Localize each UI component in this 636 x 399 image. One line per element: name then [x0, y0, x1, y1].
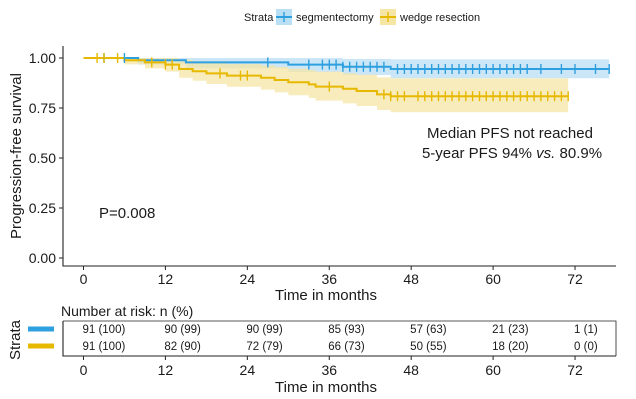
x-tick-label: 12 — [158, 271, 174, 287]
risk-cell: 21 (23) — [492, 324, 529, 336]
risk-cell: 18 (20) — [492, 341, 529, 353]
risk-cell: 66 (73) — [328, 341, 365, 353]
wedge-resection-risk-swatch — [28, 343, 54, 349]
x-axis-title: Time in months — [275, 287, 377, 304]
x-tick-label: 0 — [80, 271, 88, 287]
risk-cell: 90 (99) — [164, 324, 201, 336]
risk-x-tick-label: 0 — [80, 362, 88, 378]
x-tick-label: 24 — [240, 271, 256, 287]
y-tick-label: 1.00 — [29, 50, 56, 66]
risk-cell: 72 (79) — [246, 341, 283, 353]
risk-x-axis-title: Time in months — [275, 379, 377, 396]
risk-table: Number at risk: n (%) Strata 91 (100) 90 … — [7, 303, 617, 396]
y-axis-title: Progression-free survival — [8, 73, 25, 239]
p-value-annotation: P=0.008 — [99, 205, 155, 222]
legend-title: Strata — [244, 12, 274, 24]
segmentectomy-risk-swatch — [28, 326, 54, 332]
main-plot: 0 12 24 36 48 60 72 0.00 0.25 0.50 0.75 1.00 — [29, 46, 616, 287]
risk-cell: 90 (99) — [246, 324, 283, 336]
five-year-pfs-annotation: 5-year PFS 94% vs. 80.9% — [422, 145, 602, 162]
risk-cell: 82 (90) — [164, 341, 201, 353]
risk-cell: 91 (100) — [82, 324, 125, 336]
risk-x-tick-label: 36 — [321, 362, 337, 378]
risk-x-tick-label: 72 — [567, 362, 583, 378]
wedge-resection-legend-label: wedge resection — [399, 12, 480, 24]
five-year-pfs-prefix: 5-year PFS 94% — [422, 145, 536, 162]
risk-x-tick-label: 24 — [240, 362, 256, 378]
risk-table-title: Number at risk: n (%) — [61, 303, 193, 319]
segmentectomy-legend-label: segmentectomy — [296, 12, 374, 24]
risk-cell: 57 (63) — [410, 324, 447, 336]
risk-axis-lines — [62, 321, 616, 357]
x-tick-label: 36 — [321, 271, 337, 287]
risk-cell: 1 (1) — [574, 324, 598, 336]
y-tick-label: 0.75 — [29, 100, 56, 116]
x-tick-label: 48 — [403, 271, 419, 287]
x-tick-label: 60 — [485, 271, 501, 287]
legend: Strata segmentectomy wedge resection — [244, 9, 480, 25]
risk-cell: 91 (100) — [82, 341, 125, 353]
risk-frame-border — [63, 320, 617, 356]
x-tick-label: 72 — [567, 271, 583, 287]
risk-cell: 50 (55) — [410, 341, 447, 353]
five-year-pfs-suffix: 80.9% — [555, 145, 602, 162]
risk-x-tick-label: 60 — [485, 362, 501, 378]
y-tick-label: 0.50 — [29, 150, 56, 166]
y-tick-label: 0.25 — [29, 200, 56, 216]
risk-strata-label: Strata — [7, 319, 24, 360]
risk-cell: 0 (0) — [574, 341, 598, 353]
main-axis-lines — [62, 46, 616, 267]
risk-x-tick-label: 48 — [403, 362, 419, 378]
y-tick-label: 0.00 — [29, 250, 56, 266]
median-pfs-annotation: Median PFS not reached — [427, 125, 593, 142]
risk-cell: 85 (93) — [328, 324, 365, 336]
risk-x-tick-label: 12 — [158, 362, 174, 378]
five-year-pfs-vs: vs. — [536, 145, 555, 162]
